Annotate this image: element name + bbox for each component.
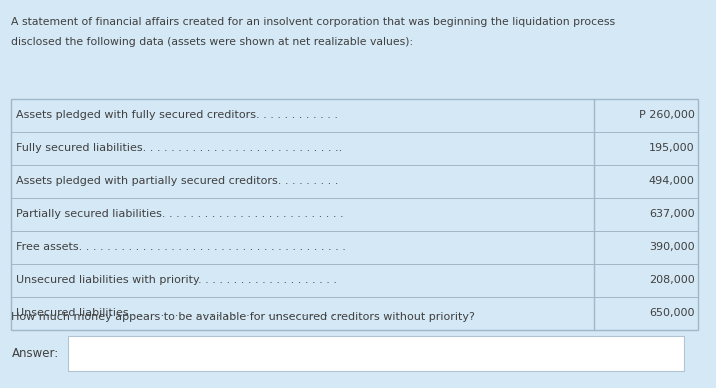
- Text: Fully secured liabilities. . . . . . . . . . . . . . . . . . . . . . . . . . . .: Fully secured liabilities. . . . . . . .…: [16, 144, 346, 153]
- Text: Unsecured liabilities with priority. . . . . . . . . . . . . . . . . . . .: Unsecured liabilities with priority. . .…: [16, 275, 337, 285]
- Text: disclosed the following data (assets were shown at net realizable values):: disclosed the following data (assets wer…: [11, 37, 414, 47]
- Text: 494,000: 494,000: [649, 177, 695, 186]
- Text: A statement of financial affairs created for an insolvent corporation that was b: A statement of financial affairs created…: [11, 17, 616, 28]
- Bar: [11, 99, 698, 330]
- Text: Free assets. . . . . . . . . . . . . . . . . . . . . . . . . . . . . . . . . . .: Free assets. . . . . . . . . . . . . . .…: [16, 242, 346, 252]
- Text: 195,000: 195,000: [649, 144, 695, 153]
- Text: Answer:: Answer:: [11, 346, 59, 360]
- Text: 637,000: 637,000: [649, 210, 695, 219]
- Text: P 260,000: P 260,000: [639, 111, 695, 120]
- Text: Assets pledged with partially secured creditors. . . . . . . . .: Assets pledged with partially secured cr…: [16, 177, 338, 186]
- Text: Assets pledged with fully secured creditors. . . . . . . . . . . .: Assets pledged with fully secured credit…: [16, 111, 338, 120]
- Text: Unsecured liabilities . . . . . . . . . . . . . . . . . . . . . . . . . . . . . : Unsecured liabilities . . . . . . . . . …: [16, 308, 342, 318]
- Text: 390,000: 390,000: [649, 242, 695, 252]
- Text: How much money appears to be available for unsecured creditors without priority?: How much money appears to be available f…: [11, 312, 475, 322]
- Text: 208,000: 208,000: [649, 275, 695, 285]
- Bar: [68, 336, 684, 371]
- Text: 650,000: 650,000: [649, 308, 695, 318]
- Text: Partially secured liabilities. . . . . . . . . . . . . . . . . . . . . . . . . .: Partially secured liabilities. . . . . .…: [16, 210, 344, 219]
